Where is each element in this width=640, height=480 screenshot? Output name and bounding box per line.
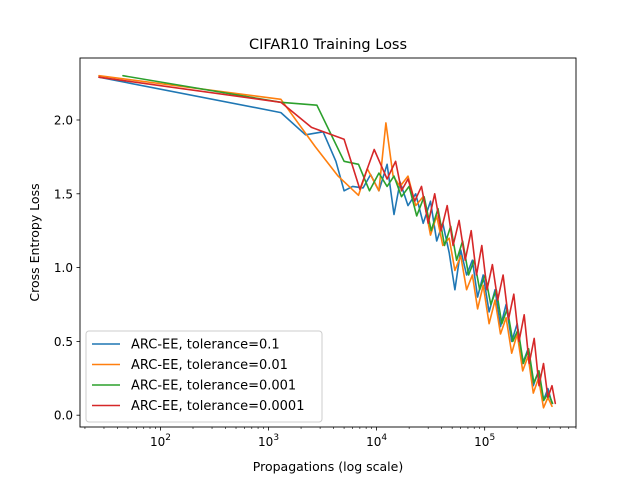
x-tick-label: 104 bbox=[366, 433, 387, 449]
chart-title: CIFAR10 Training Loss bbox=[249, 37, 407, 53]
y-axis-ticks: 0.0 0.5 1.0 1.5 2.0 bbox=[54, 113, 80, 423]
legend-label-1: ARC-EE, tolerance=0.01 bbox=[131, 358, 288, 373]
x-axis-ticks: 102 103 104 105 bbox=[84, 427, 577, 449]
legend-frame bbox=[85, 330, 323, 423]
legend-entries: ARC-EE, tolerance=0.1 ARC-EE, tolerance=0… bbox=[92, 338, 304, 414]
series-line-2 bbox=[122, 74, 554, 405]
y-tick-label: 2.0 bbox=[54, 113, 73, 127]
plot-frame bbox=[79, 57, 577, 428]
y-tick-label: 0.5 bbox=[54, 335, 73, 349]
y-tick-label: 1.0 bbox=[54, 261, 73, 275]
y-tick-label: 0.0 bbox=[54, 409, 73, 423]
legend-label-2: ARC-EE, tolerance=0.001 bbox=[131, 379, 296, 394]
x-tick-label: 103 bbox=[258, 433, 279, 449]
series-line-1 bbox=[98, 74, 553, 409]
y-tick-label: 1.5 bbox=[54, 187, 73, 201]
legend-label-0: ARC-EE, tolerance=0.1 bbox=[131, 338, 280, 353]
x-tick-label: 105 bbox=[474, 433, 495, 449]
legend-label-3: ARC-EE, tolerance=0.0001 bbox=[131, 399, 304, 414]
legend: ARC-EE, tolerance=0.1 ARC-EE, tolerance=0… bbox=[85, 330, 323, 423]
series-group bbox=[98, 74, 557, 409]
series-line-3 bbox=[98, 76, 557, 405]
y-axis-label: Cross Entropy Loss bbox=[27, 183, 42, 301]
x-tick-label: 102 bbox=[150, 433, 171, 449]
x-axis-label: Propagations (log scale) bbox=[253, 459, 403, 474]
